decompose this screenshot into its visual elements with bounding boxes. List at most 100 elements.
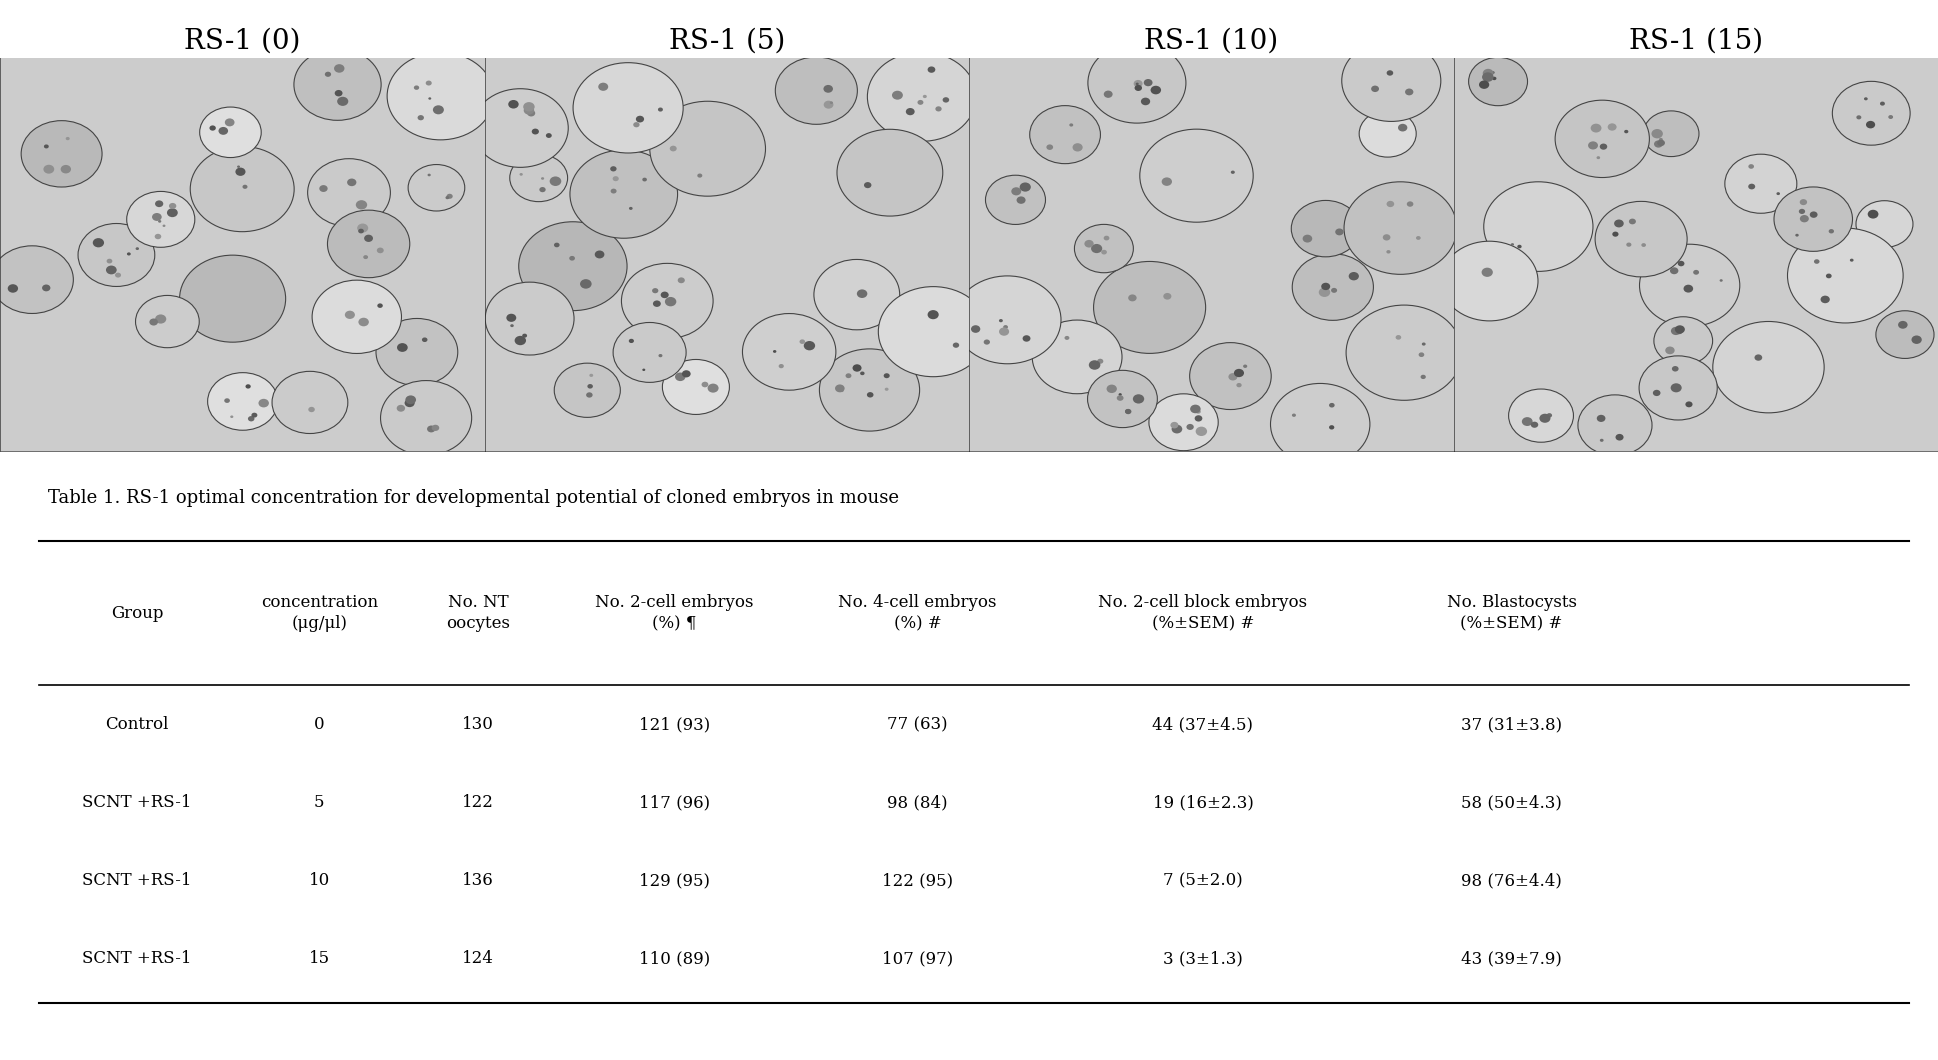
Circle shape bbox=[595, 250, 605, 259]
Circle shape bbox=[1481, 268, 1492, 277]
Circle shape bbox=[190, 146, 295, 232]
Circle shape bbox=[415, 86, 419, 90]
Circle shape bbox=[864, 182, 872, 189]
Circle shape bbox=[8, 284, 17, 293]
Circle shape bbox=[814, 260, 899, 330]
Circle shape bbox=[659, 354, 663, 357]
Text: 43 (39±7.9): 43 (39±7.9) bbox=[1461, 950, 1562, 967]
Text: 3 (3±1.3): 3 (3±1.3) bbox=[1163, 950, 1242, 967]
Circle shape bbox=[554, 243, 560, 247]
Circle shape bbox=[622, 263, 713, 338]
Circle shape bbox=[397, 405, 405, 411]
Text: 129 (95): 129 (95) bbox=[640, 872, 709, 889]
Circle shape bbox=[610, 166, 616, 172]
Circle shape bbox=[1665, 347, 1674, 354]
Text: 5: 5 bbox=[314, 794, 324, 811]
Circle shape bbox=[1064, 336, 1070, 340]
Circle shape bbox=[986, 175, 1045, 225]
Circle shape bbox=[1047, 144, 1052, 149]
Circle shape bbox=[1599, 143, 1607, 149]
Circle shape bbox=[1483, 69, 1494, 77]
Circle shape bbox=[1857, 200, 1913, 247]
Text: SCNT +RS-1: SCNT +RS-1 bbox=[81, 872, 192, 889]
Circle shape bbox=[634, 122, 640, 127]
Text: 0: 0 bbox=[314, 716, 324, 732]
Circle shape bbox=[0, 246, 74, 314]
Circle shape bbox=[641, 178, 647, 181]
Circle shape bbox=[1349, 272, 1359, 281]
Circle shape bbox=[378, 303, 384, 307]
Circle shape bbox=[820, 349, 921, 431]
Circle shape bbox=[1676, 329, 1682, 334]
Circle shape bbox=[804, 341, 816, 351]
Circle shape bbox=[1235, 369, 1244, 377]
Circle shape bbox=[335, 90, 343, 96]
Circle shape bbox=[426, 425, 436, 432]
Circle shape bbox=[1754, 354, 1762, 360]
Circle shape bbox=[397, 343, 407, 352]
Text: 130: 130 bbox=[463, 716, 494, 732]
Circle shape bbox=[917, 100, 922, 105]
Circle shape bbox=[242, 184, 248, 189]
Circle shape bbox=[328, 210, 409, 278]
Circle shape bbox=[1479, 81, 1488, 89]
Circle shape bbox=[886, 388, 890, 391]
Text: No. 2-cell embryos
(%) ¶: No. 2-cell embryos (%) ¶ bbox=[595, 595, 754, 632]
Circle shape bbox=[1386, 70, 1393, 75]
Circle shape bbox=[1291, 200, 1360, 257]
Circle shape bbox=[66, 137, 70, 140]
Circle shape bbox=[1597, 414, 1605, 422]
Circle shape bbox=[1485, 182, 1593, 271]
Circle shape bbox=[1089, 360, 1101, 370]
Circle shape bbox=[246, 385, 250, 389]
Circle shape bbox=[1151, 86, 1161, 94]
Circle shape bbox=[1787, 228, 1903, 323]
Circle shape bbox=[1640, 356, 1717, 420]
Circle shape bbox=[1093, 262, 1205, 353]
Circle shape bbox=[636, 116, 643, 123]
Circle shape bbox=[1087, 370, 1157, 427]
Circle shape bbox=[1105, 90, 1112, 98]
Circle shape bbox=[1671, 384, 1682, 392]
Circle shape bbox=[953, 342, 959, 348]
Circle shape bbox=[1686, 402, 1692, 407]
Circle shape bbox=[1419, 352, 1424, 357]
Circle shape bbox=[345, 311, 355, 319]
Circle shape bbox=[1341, 40, 1440, 122]
Circle shape bbox=[1004, 325, 1008, 329]
Circle shape bbox=[1417, 236, 1421, 240]
Circle shape bbox=[231, 416, 233, 418]
Circle shape bbox=[599, 83, 609, 91]
Text: 15: 15 bbox=[308, 950, 329, 967]
Circle shape bbox=[1868, 210, 1878, 218]
Circle shape bbox=[1012, 188, 1021, 195]
Circle shape bbox=[698, 174, 702, 178]
Circle shape bbox=[1694, 270, 1700, 275]
Circle shape bbox=[1072, 143, 1083, 152]
Circle shape bbox=[169, 202, 176, 209]
Circle shape bbox=[678, 278, 684, 283]
Circle shape bbox=[1347, 305, 1461, 401]
Circle shape bbox=[1118, 393, 1122, 395]
Circle shape bbox=[1070, 123, 1074, 126]
Circle shape bbox=[1019, 182, 1031, 192]
Circle shape bbox=[155, 234, 161, 240]
Circle shape bbox=[1134, 80, 1143, 87]
Circle shape bbox=[1229, 373, 1238, 381]
Circle shape bbox=[1653, 317, 1713, 365]
Circle shape bbox=[207, 373, 277, 430]
Circle shape bbox=[936, 106, 942, 111]
Circle shape bbox=[928, 311, 938, 319]
Circle shape bbox=[1103, 235, 1109, 241]
Circle shape bbox=[1640, 244, 1740, 326]
Circle shape bbox=[922, 94, 926, 99]
Circle shape bbox=[1091, 244, 1103, 253]
Circle shape bbox=[149, 318, 159, 325]
Circle shape bbox=[1329, 425, 1335, 429]
Circle shape bbox=[661, 292, 669, 298]
Circle shape bbox=[163, 225, 165, 227]
Circle shape bbox=[682, 370, 690, 377]
Circle shape bbox=[641, 369, 645, 371]
Circle shape bbox=[1626, 243, 1632, 247]
Circle shape bbox=[1023, 335, 1031, 341]
